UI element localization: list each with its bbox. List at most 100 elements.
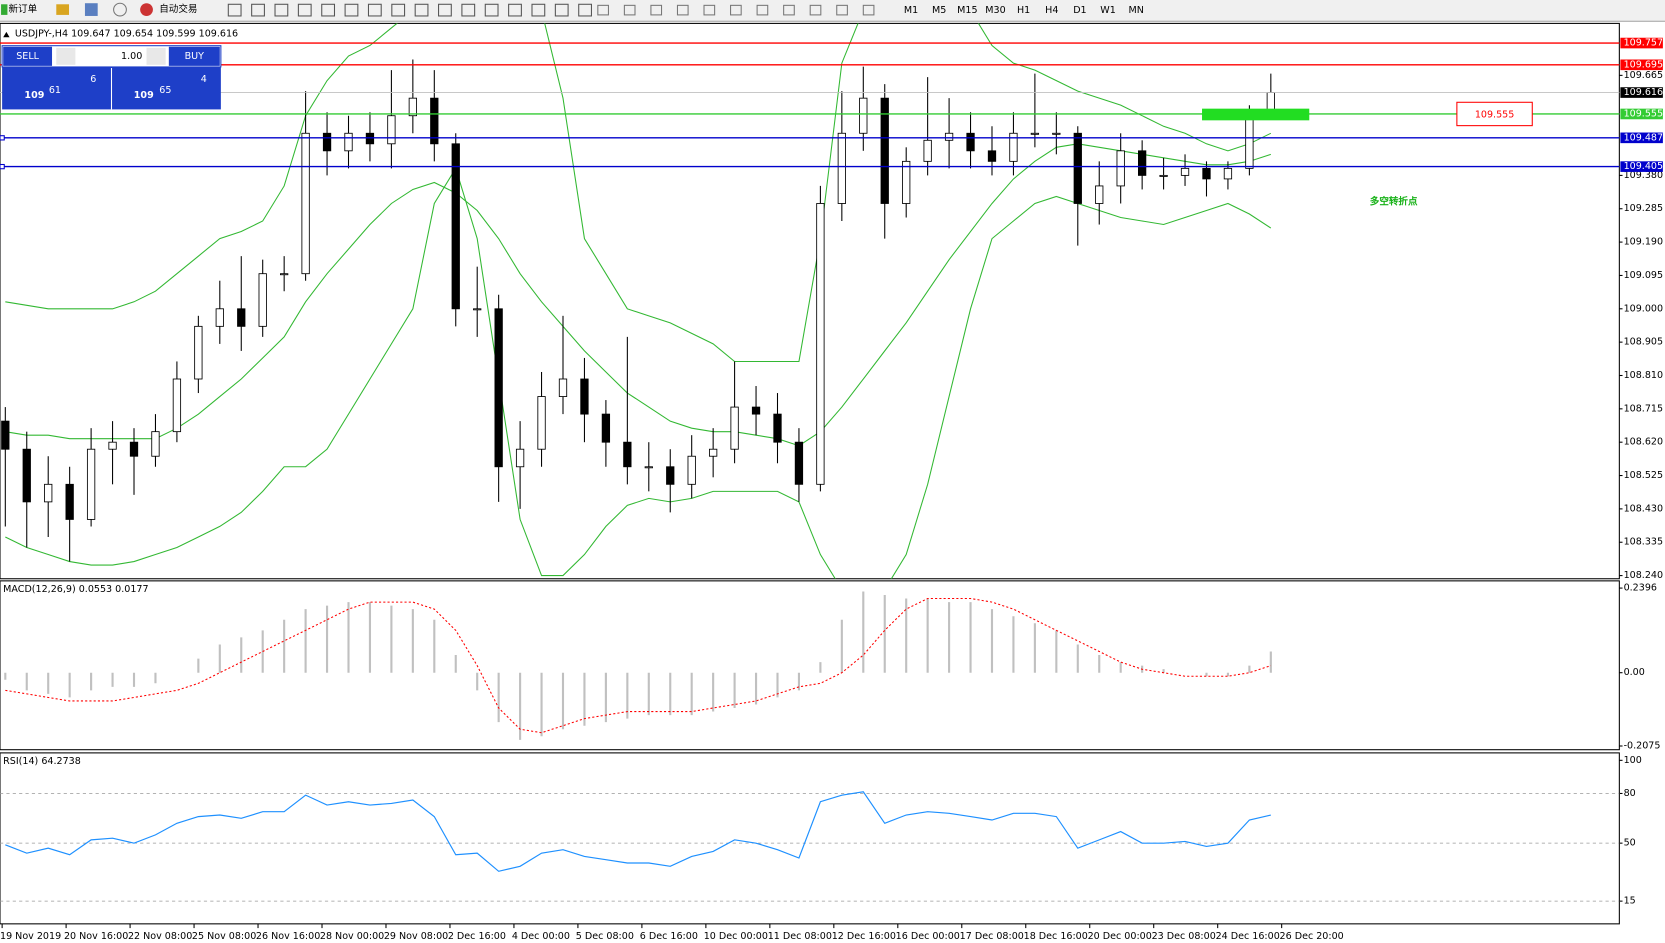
y-tick-label: 108.240: [1624, 570, 1663, 581]
draw-tool-icon[interactable]: [836, 4, 848, 16]
candle-body: [623, 441, 632, 468]
x-tick-label: 22 Nov 08:00: [128, 931, 192, 942]
draw-tool-icon[interactable]: [623, 4, 636, 16]
y-tick-label: -0.2075: [1624, 740, 1661, 751]
tool-icon[interactable]: [438, 3, 452, 17]
draw-tool-icon[interactable]: [783, 4, 795, 16]
tool-icon[interactable]: [321, 3, 336, 17]
x-tick-label: 10 Dec 00:00: [704, 931, 768, 942]
price-tag-label: 109.757: [1624, 38, 1663, 49]
y-tick-label: 15: [1624, 896, 1636, 907]
draw-tool-icon[interactable]: [650, 4, 663, 16]
buy-label[interactable]: BUY: [185, 51, 205, 62]
draw-tool-icon[interactable]: [809, 4, 822, 16]
auto-trading[interactable]: 自动交易: [159, 3, 197, 15]
tool-icon[interactable]: [344, 3, 359, 17]
candle-body: [1073, 132, 1082, 204]
tool-icon[interactable]: [484, 3, 499, 17]
tool-icon[interactable]: [274, 3, 289, 17]
candle-body: [237, 308, 246, 327]
draw-tool-icon[interactable]: [703, 4, 716, 16]
timeframe-button[interactable]: M30: [985, 5, 1005, 16]
y-tick-label: 0.00: [1624, 667, 1645, 678]
bollinger-lower: [5, 167, 1272, 579]
y-tick-label: 80: [1624, 788, 1636, 799]
y-tick-label: 108.430: [1624, 503, 1663, 514]
tool-icon[interactable]: [461, 3, 476, 17]
timeframe-button[interactable]: D1: [1073, 5, 1086, 16]
tool-icon[interactable]: [531, 3, 546, 17]
x-tick-label: 24 Dec 16:00: [1216, 931, 1280, 942]
draw-tool-icon[interactable]: [862, 4, 875, 16]
candle-body: [494, 308, 503, 468]
y-tick-label: 109.285: [1624, 203, 1663, 214]
level-label: 109.555: [1475, 110, 1514, 121]
sell-label[interactable]: SELL: [16, 51, 39, 62]
buy-button[interactable]: [168, 46, 220, 66]
ask-pips: 65: [159, 85, 171, 96]
candle-body: [65, 483, 74, 520]
annotation: 多空转折点: [1370, 195, 1418, 207]
toolbar: [0, 0, 1665, 22]
candle-body: [473, 308, 482, 311]
x-tick-label: 26 Nov 16:00: [256, 931, 320, 942]
tool-icon[interactable]: [508, 3, 522, 17]
tool-icon[interactable]: [578, 3, 592, 17]
y-tick-label: 109.095: [1624, 270, 1663, 281]
timeframe-button[interactable]: MN: [1128, 5, 1143, 16]
tool-icon[interactable]: [367, 3, 382, 17]
candle-body: [108, 441, 117, 450]
candle-body: [966, 132, 975, 152]
y-tick-label: 109.190: [1624, 237, 1663, 248]
lot-up[interactable]: [146, 47, 166, 65]
new-order[interactable]: 新订单: [8, 3, 37, 15]
x-tick-label: 20 Nov 16:00: [64, 931, 128, 942]
y-tick-label: 108.905: [1624, 337, 1663, 348]
lot-down[interactable]: [56, 47, 76, 65]
rsi-line: [5, 791, 1271, 872]
price-tag: [1620, 108, 1663, 120]
tool-icon[interactable]: [227, 3, 242, 17]
candle-body: [387, 115, 396, 145]
candle-body: [322, 132, 332, 152]
tool-icon[interactable]: [554, 3, 569, 17]
price-tag: [1620, 87, 1663, 98]
level-handle: [0, 135, 5, 141]
draw-tool-icon[interactable]: [597, 4, 609, 16]
auto-trading-icon[interactable]: [140, 3, 153, 16]
candle-body: [344, 132, 353, 152]
tool-icon[interactable]: [56, 4, 70, 15]
lot-size[interactable]: 1.00: [121, 51, 142, 62]
tool-icon[interactable]: [113, 2, 127, 17]
bollinger-middle: [5, 143, 1272, 447]
macd-signal: [5, 597, 1272, 734]
draw-tool-icon[interactable]: [756, 4, 769, 16]
tool-icon[interactable]: [297, 3, 312, 17]
price-tag-label: 109.555: [1624, 108, 1663, 119]
candle-body: [194, 325, 203, 380]
timeframe-button[interactable]: M1: [904, 5, 918, 16]
tool-icon[interactable]: [391, 3, 406, 17]
candle-body: [280, 273, 289, 276]
candle-body: [1030, 132, 1040, 135]
candle-body: [773, 413, 782, 443]
x-tick-label: 6 Dec 16:00: [640, 931, 698, 942]
timeframe-button[interactable]: M5: [932, 5, 946, 16]
timeframe-button[interactable]: M15: [957, 5, 977, 16]
candle-body: [987, 150, 997, 162]
candle-body: [451, 143, 460, 310]
timeframe-button[interactable]: W1: [1100, 5, 1116, 16]
draw-tool-icon[interactable]: [730, 4, 742, 16]
y-tick-label: 50: [1624, 838, 1636, 849]
x-tick-label: 23 Dec 08:00: [1152, 931, 1216, 942]
tool-icon[interactable]: [84, 3, 98, 16]
candle-body: [730, 406, 739, 450]
price-panel: [0, 22, 1620, 580]
timeframe-button[interactable]: H4: [1045, 5, 1058, 16]
timeframe-button[interactable]: H1: [1017, 5, 1030, 16]
sell-button[interactable]: [3, 46, 53, 66]
tool-icon[interactable]: [414, 3, 429, 17]
draw-tool-icon[interactable]: [676, 4, 689, 16]
new-order-icon[interactable]: [1, 4, 8, 15]
tool-icon[interactable]: [251, 3, 265, 17]
